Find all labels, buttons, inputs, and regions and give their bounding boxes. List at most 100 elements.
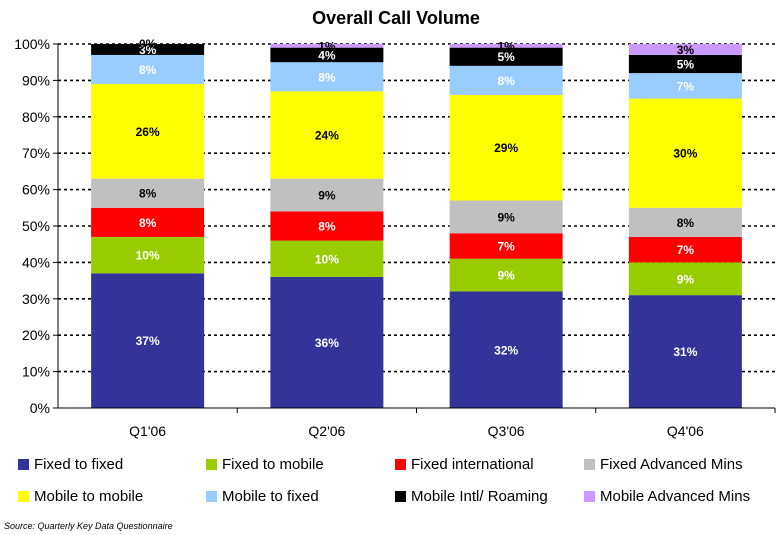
legend-label: Mobile to mobile bbox=[34, 488, 144, 505]
data-label: 3% bbox=[139, 43, 157, 57]
data-label: 1% bbox=[497, 39, 515, 53]
bar-segment bbox=[91, 44, 205, 55]
bar-segment bbox=[91, 54, 205, 85]
bar-segment bbox=[270, 62, 384, 92]
chart-title: Overall Call Volume bbox=[312, 8, 480, 28]
legend-swatch bbox=[18, 491, 29, 502]
data-label: 7% bbox=[677, 243, 695, 257]
data-label: 8% bbox=[139, 216, 157, 230]
legend-item: Mobile Intl/ Roaming bbox=[395, 488, 548, 505]
bar-segment bbox=[270, 240, 384, 277]
bar-segment bbox=[91, 236, 205, 274]
legend-item: Mobile to fixed bbox=[206, 488, 319, 505]
legend-item: Fixed to mobile bbox=[206, 456, 324, 473]
data-label: 8% bbox=[139, 187, 157, 201]
legend-label: Fixed to fixed bbox=[34, 456, 124, 473]
data-label: 5% bbox=[677, 58, 695, 72]
data-label: 30% bbox=[673, 147, 697, 161]
bar-segment bbox=[270, 276, 384, 408]
data-label: 10% bbox=[136, 249, 160, 263]
data-label: 29% bbox=[494, 141, 518, 155]
y-tick-label: 70% bbox=[22, 145, 50, 161]
data-label: 31% bbox=[673, 345, 697, 359]
data-label: 7% bbox=[497, 240, 515, 254]
data-label: 10% bbox=[315, 252, 339, 266]
bar-segment bbox=[449, 65, 563, 95]
legend-label: Mobile to fixed bbox=[222, 488, 319, 505]
x-axis: Q1'06 Q2'06 Q3'06 Q4'06 bbox=[58, 407, 776, 439]
legend-swatch bbox=[395, 459, 406, 470]
bar-segment bbox=[628, 262, 742, 296]
bar-segment bbox=[628, 44, 742, 55]
legend-label: Fixed Advanced Mins bbox=[600, 456, 743, 473]
bar-segment bbox=[270, 47, 384, 63]
legend-item: Fixed Advanced Mins bbox=[584, 456, 743, 473]
bar-segment bbox=[449, 94, 563, 201]
data-label: 9% bbox=[497, 269, 515, 283]
bar-segment bbox=[449, 258, 563, 292]
y-tick-label: 10% bbox=[22, 364, 50, 380]
bar-segment bbox=[91, 273, 205, 408]
bar-segment bbox=[91, 207, 205, 237]
legend-swatch bbox=[18, 459, 29, 470]
bar-segment bbox=[270, 91, 384, 179]
data-label: 4% bbox=[318, 48, 336, 62]
y-tick-label: 100% bbox=[14, 36, 50, 52]
legend-label: Fixed to mobile bbox=[222, 456, 324, 473]
x-tick-label: Q3'06 bbox=[488, 423, 525, 439]
data-label: 9% bbox=[497, 210, 515, 224]
legend-label: Mobile Intl/ Roaming bbox=[411, 488, 548, 505]
legend-swatch bbox=[206, 491, 217, 502]
legend-item: Fixed to fixed bbox=[18, 456, 123, 473]
legend-label: Mobile Advanced Mins bbox=[600, 488, 751, 505]
bar-segment bbox=[628, 207, 742, 237]
data-label: 1% bbox=[318, 39, 336, 53]
data-label: 37% bbox=[136, 334, 160, 348]
y-tick-label: 60% bbox=[22, 182, 50, 198]
bar-segment bbox=[270, 44, 384, 48]
y-tick-label: 40% bbox=[22, 254, 50, 270]
bar-segment bbox=[628, 236, 742, 263]
legend-swatch bbox=[584, 459, 595, 470]
bar-segment bbox=[628, 295, 742, 408]
y-tick-label: 30% bbox=[22, 291, 50, 307]
data-label: 9% bbox=[677, 272, 695, 286]
legend-swatch bbox=[395, 491, 406, 502]
data-label: 24% bbox=[315, 129, 339, 143]
data-label: 8% bbox=[318, 220, 336, 234]
data-label: 5% bbox=[497, 50, 515, 64]
legend-label: Fixed international bbox=[411, 456, 534, 473]
y-tick-label: 90% bbox=[22, 72, 50, 88]
data-label: 3% bbox=[677, 43, 695, 57]
y-tick-label: 20% bbox=[22, 327, 50, 343]
bar-segment bbox=[449, 200, 563, 234]
legend-swatch bbox=[584, 491, 595, 502]
data-label: 8% bbox=[318, 70, 336, 84]
data-label: 0% bbox=[139, 37, 157, 51]
data-label: 36% bbox=[315, 336, 339, 350]
bar-segment bbox=[270, 178, 384, 212]
x-tick-label: Q2'06 bbox=[308, 423, 345, 439]
bar-segment bbox=[449, 233, 563, 259]
x-tick-label: Q1'06 bbox=[129, 423, 166, 439]
y-tick-label: 50% bbox=[22, 218, 50, 234]
data-label: 7% bbox=[677, 79, 695, 93]
bar-segment bbox=[91, 178, 205, 208]
y-tick-label: 80% bbox=[22, 109, 50, 125]
bar-segment bbox=[91, 84, 205, 179]
bar-segment bbox=[449, 47, 563, 66]
data-label: 8% bbox=[677, 216, 695, 230]
bar-segment bbox=[628, 54, 742, 74]
bar-segment bbox=[270, 211, 384, 241]
x-tick-label: Q4'06 bbox=[667, 423, 704, 439]
data-label: 8% bbox=[497, 74, 515, 88]
data-label: 32% bbox=[494, 343, 518, 357]
bar-segment bbox=[628, 73, 742, 99]
data-label: 8% bbox=[139, 63, 157, 77]
source-note: Source: Quarterly Key Data Questionnaire bbox=[4, 521, 173, 531]
y-axis: 0% 10% 20% 30% 40% 50% 60% 70% 80% 90% 100% bbox=[14, 36, 59, 416]
data-label: 9% bbox=[318, 189, 336, 203]
legend-item: Mobile to mobile bbox=[18, 488, 143, 505]
bar-segment bbox=[449, 44, 563, 48]
